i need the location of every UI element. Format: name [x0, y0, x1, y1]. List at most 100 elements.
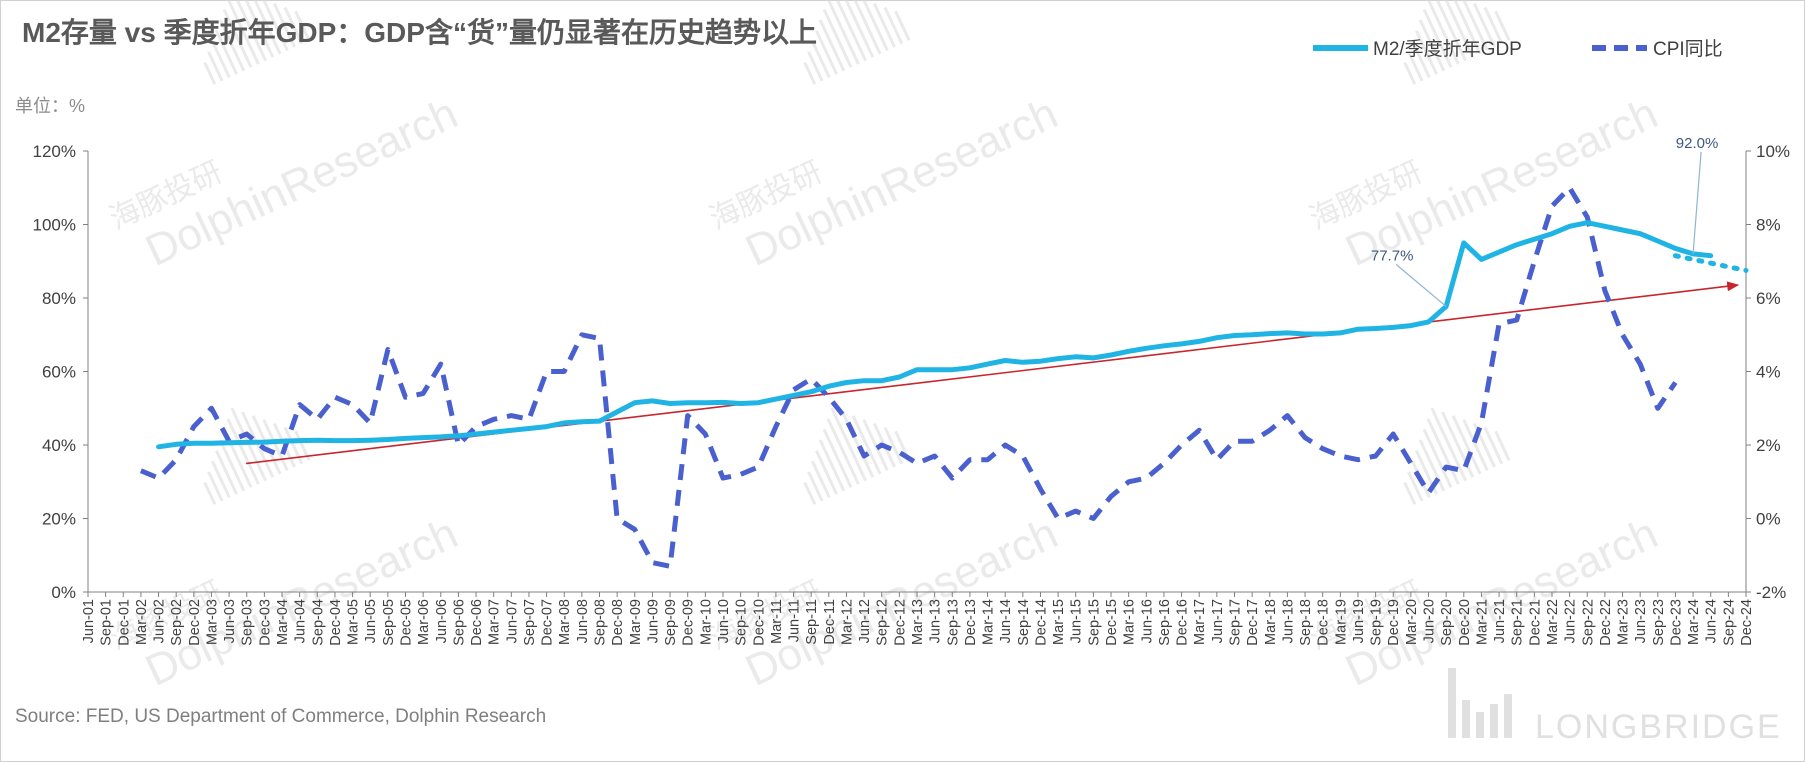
- right-tick-label: 10%: [1756, 142, 1790, 161]
- x-tick-label: Sep-02: [169, 599, 185, 646]
- x-tick-label: Dec-22: [1598, 599, 1614, 646]
- x-tick-label: Sep-23: [1651, 599, 1667, 646]
- x-tick-label: Dec-21: [1527, 599, 1543, 646]
- watermark-bar: [203, 61, 217, 85]
- watermark-bar: [294, 10, 311, 41]
- x-tick-label: Sep-11: [804, 599, 820, 645]
- source-note: Source: FED, US Department of Commerce, …: [15, 706, 546, 727]
- x-tick-label: Sep-15: [1086, 599, 1102, 646]
- legend-label-m2: M2/季度折年GDP: [1373, 38, 1522, 60]
- watermark-bar: [1418, 439, 1446, 492]
- x-tick-label: Mar-05: [346, 599, 362, 645]
- left-tick-label: 40%: [42, 436, 76, 455]
- x-tick-label: Dec-15: [1104, 599, 1120, 646]
- watermark-bar: [1414, 29, 1438, 75]
- x-tick-label: Sep-05: [381, 599, 397, 646]
- watermark-bar: [1430, 407, 1467, 482]
- watermark-bar: [894, 10, 911, 41]
- annotation-leader: [1395, 263, 1447, 307]
- x-tick-label: Dec-06: [469, 599, 485, 646]
- watermark-bar: [811, 40, 831, 79]
- series-layer: [139, 185, 1749, 569]
- watermark-bar: [214, 29, 238, 75]
- x-axis-ticks: Jun-01 Sep-01 Dec-01 Mar-02 Jun-02 Sep-02 Dec-…: [81, 592, 1755, 646]
- left-tick-label: 100%: [33, 216, 76, 235]
- right-tick-label: 0%: [1756, 510, 1781, 529]
- right-tick-label: 6%: [1756, 289, 1781, 308]
- x-tick-label: Jun-22: [1563, 599, 1579, 643]
- watermark-bar: [262, 419, 289, 472]
- watermark-bar: [818, 19, 846, 72]
- watermark-bar: [1441, 0, 1475, 58]
- x-tick-label: Sep-01: [99, 599, 115, 646]
- watermark-bar: [814, 449, 838, 495]
- right-tick-label: -2%: [1756, 583, 1786, 602]
- x-tick-label: Dec-04: [328, 599, 344, 646]
- longbridge-logo: LONGBRIDGE: [1448, 668, 1780, 746]
- x-tick-label: Mar-03: [204, 599, 220, 645]
- annotations: 77.7% 92.0%: [1371, 135, 1718, 307]
- watermark-bar: [803, 481, 817, 505]
- watermark-bar: [230, 0, 267, 62]
- watermark-bar: [862, 419, 889, 472]
- watermark-bar: [883, 426, 904, 465]
- watermark-bar: [211, 40, 231, 79]
- watermark-bar: [822, 428, 853, 488]
- x-tick-label: Sep-21: [1510, 599, 1526, 646]
- watermark-bar: [218, 439, 246, 492]
- watermark-bar: [1494, 430, 1511, 461]
- left-tick-label: 80%: [42, 289, 76, 308]
- right-tick-label: 4%: [1756, 363, 1781, 382]
- watermark-bar: [826, 0, 860, 65]
- x-tick-label: Jun-10: [716, 599, 732, 643]
- x-tick-label: Dec-14: [1033, 599, 1049, 646]
- x-tick-label: Dec-12: [892, 599, 908, 646]
- x-tick-label: Dec-23: [1668, 599, 1684, 646]
- series-cpi-line: [139, 185, 1678, 569]
- watermark-bar: [203, 481, 217, 505]
- x-tick-label: Jun-01: [81, 599, 97, 643]
- watermark-bar: [1407, 471, 1424, 502]
- x-tick-label: Jun-11: [787, 599, 803, 642]
- x-tick-label: Sep-18: [1298, 599, 1314, 646]
- watermark-bar: [818, 439, 846, 492]
- x-tick-label: Dec-05: [398, 599, 414, 646]
- left-axis-ticks: 0% 20% 40% 60% 80% 100% 120%: [33, 142, 88, 602]
- x-tick-label: Mar-19: [1333, 599, 1349, 645]
- watermark-bar: [222, 8, 253, 68]
- watermark-bar: [1422, 428, 1453, 488]
- x-tick-label: Mar-14: [981, 599, 997, 645]
- watermark-bar: [214, 449, 238, 495]
- x-tick-label: Dec-16: [1175, 599, 1191, 646]
- watermark-bar: [872, 2, 896, 48]
- x-tick-label: Dec-08: [610, 599, 626, 646]
- x-tick-label: Jun-20: [1422, 599, 1438, 643]
- x-tick-label: Mar-04: [275, 599, 291, 645]
- x-tick-label: Jun-12: [857, 599, 873, 643]
- x-tick-label: Mar-07: [487, 599, 503, 645]
- left-tick-label: 60%: [42, 363, 76, 382]
- x-tick-label: Mar-12: [839, 599, 855, 645]
- watermark-bar: [241, 0, 275, 58]
- left-tick-label: 120%: [33, 142, 76, 161]
- watermark-bar: [1494, 10, 1511, 41]
- x-tick-label: Dec-09: [681, 599, 697, 646]
- x-tick-label: Mar-21: [1474, 599, 1490, 645]
- x-tick-label: Mar-06: [416, 599, 432, 645]
- x-tick-label: Sep-08: [593, 599, 609, 646]
- watermark-bar: [1483, 6, 1504, 45]
- x-tick-label: Mar-10: [698, 599, 714, 645]
- x-tick-label: Jun-24: [1704, 599, 1720, 643]
- x-tick-label: Sep-20: [1439, 599, 1455, 646]
- watermark-bar: [218, 19, 246, 72]
- x-tick-label: Jun-02: [152, 599, 168, 643]
- x-tick-label: Mar-02: [134, 599, 150, 645]
- x-tick-label: Sep-12: [875, 599, 891, 646]
- watermark-bar: [1451, 415, 1482, 475]
- x-tick-label: Sep-09: [663, 599, 679, 646]
- x-tick-label: Mar-23: [1616, 599, 1632, 645]
- x-tick-label: Sep-06: [451, 599, 467, 646]
- watermark-bar: [1418, 19, 1446, 72]
- x-tick-label: Dec-11: [822, 599, 838, 645]
- watermark-bar: [1430, 0, 1467, 62]
